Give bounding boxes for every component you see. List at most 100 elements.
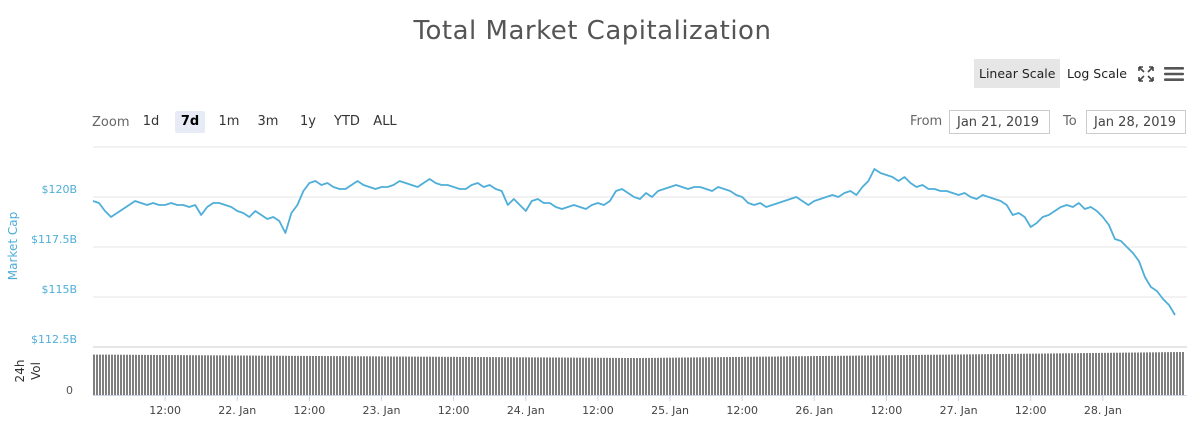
volume-bar (888, 355, 890, 395)
volume-bar (720, 357, 722, 395)
volume-bar (498, 357, 500, 395)
volume-bar (738, 356, 740, 395)
volume-bar (891, 355, 893, 395)
volume-bar (876, 355, 878, 395)
volume-bar (843, 355, 845, 395)
volume-bar (483, 357, 485, 395)
volume-bar (492, 357, 494, 395)
to-date-input[interactable]: Jan 28, 2019 (1086, 110, 1186, 134)
volume-bar (561, 357, 563, 395)
volume-bar (1104, 352, 1106, 395)
volume-bar (714, 357, 716, 395)
volume-bar (909, 355, 911, 395)
linear-scale-button[interactable]: Linear Scale (974, 59, 1061, 88)
volume-bar (1044, 353, 1046, 395)
volume-bar (594, 357, 596, 395)
volume-bar (105, 354, 107, 395)
volume-bar (915, 354, 917, 395)
volume-bar (969, 354, 971, 395)
volume-bar (156, 354, 158, 395)
volume-bar (294, 355, 296, 395)
volume-bar (708, 357, 710, 395)
x-tick-label: 28. Jan (1084, 404, 1122, 417)
volume-bar (171, 355, 173, 395)
volume-bar (960, 354, 962, 395)
volume-bar (339, 356, 341, 395)
volume-bar (681, 357, 683, 395)
volume-bar (1113, 352, 1115, 395)
volume-bar (945, 354, 947, 395)
volume-bar (1038, 353, 1040, 395)
volume-bar (474, 356, 476, 395)
hamburger-menu-icon[interactable] (1163, 64, 1185, 84)
volume-bar (1056, 353, 1058, 395)
volume-bar (984, 354, 986, 395)
volume-bar (900, 355, 902, 395)
volume-bar (258, 355, 260, 395)
volume-bar (777, 356, 779, 395)
volume-bar (345, 356, 347, 395)
volume-bar (1041, 353, 1043, 395)
volume-bar (810, 356, 812, 395)
volume-bar (180, 355, 182, 395)
volume-bar (288, 355, 290, 395)
volume-bar (102, 354, 104, 395)
x-tick-label: 22. Jan (218, 404, 256, 417)
volume-bar (705, 357, 707, 395)
volume-bar (378, 356, 380, 395)
volume-bar (303, 355, 305, 395)
volume-bar (333, 356, 335, 395)
fullscreen-icon[interactable] (1136, 64, 1156, 84)
zoom-1d-button[interactable]: 1d (142, 114, 160, 129)
volume-bar (1137, 352, 1139, 395)
zoom-3m-button[interactable]: 3m (257, 114, 279, 129)
zoom-1y-button[interactable]: 1y (300, 114, 316, 129)
volume-bar (588, 357, 590, 395)
zoom-1m-button[interactable]: 1m (218, 114, 240, 129)
volume-bar (426, 356, 428, 395)
zoom-7d-button[interactable]: 7d (175, 111, 205, 133)
volume-bar (642, 357, 644, 395)
zoom-ytd-button[interactable]: YTD (334, 114, 360, 129)
volume-bar (723, 357, 725, 395)
volume-bar (210, 355, 212, 395)
volume-bar (435, 356, 437, 395)
volume-bar (168, 355, 170, 395)
from-label: From (910, 114, 943, 129)
volume-bar (807, 356, 809, 395)
volume-bar (399, 356, 401, 395)
volume-bar (1125, 352, 1127, 395)
volume-bar (270, 355, 272, 395)
volume-bar (507, 357, 509, 395)
volume-bar (726, 357, 728, 395)
volume-bar (438, 356, 440, 395)
volume-bar (741, 356, 743, 395)
log-scale-button[interactable]: Log Scale (1067, 66, 1127, 81)
volume-bar (966, 354, 968, 395)
volume-bar (135, 354, 137, 395)
volume-bar (519, 357, 521, 395)
volume-bar (363, 356, 365, 395)
volume-bar (465, 356, 467, 395)
volume-bar (1023, 353, 1025, 395)
volume-bar (411, 356, 413, 395)
volume-bar (1062, 353, 1064, 395)
from-date-input[interactable]: Jan 21, 2019 (949, 110, 1050, 134)
volume-bar (99, 354, 101, 395)
volume-bar (300, 355, 302, 395)
volume-bar (279, 355, 281, 395)
volume-bar (780, 356, 782, 395)
volume-bar (669, 357, 671, 395)
volume-bar (1161, 352, 1163, 395)
volume-bar (462, 356, 464, 395)
volume-bar (867, 355, 869, 395)
volume-bar (1005, 353, 1007, 395)
volume-bar (537, 357, 539, 395)
zoom-all-button[interactable]: ALL (373, 114, 397, 129)
volume-bar (471, 356, 473, 395)
volume-bar (996, 354, 998, 395)
volume-bar (306, 355, 308, 395)
volume-bar (402, 356, 404, 395)
volume-bar (393, 356, 395, 395)
volume-bar (1026, 353, 1028, 395)
